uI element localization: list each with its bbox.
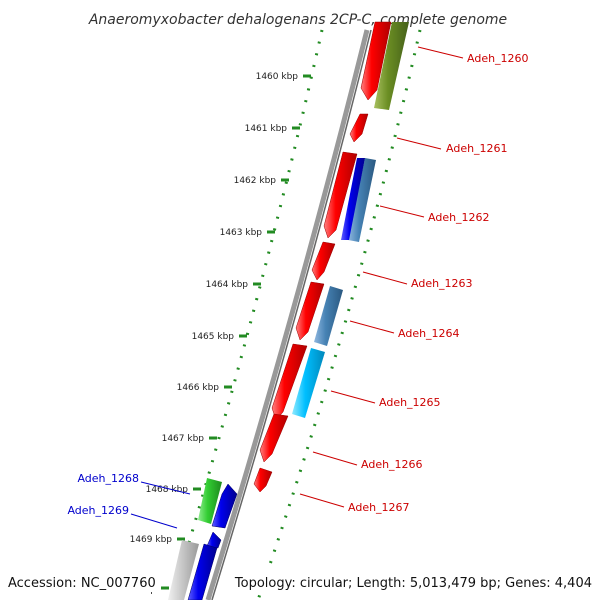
tick-1460: 1460 kbp: [256, 72, 311, 82]
tick-label: 1461 kbp: [245, 124, 288, 134]
footer: Accession: NC_007760 Topology: circular;…: [0, 570, 600, 592]
genome-backbone-shadow: [211, 29, 372, 600]
map-title: Anaeromyxobacter dehalogenans 2CP-C, com…: [88, 12, 507, 28]
cog-bar-gray-1269: [168, 540, 199, 600]
tick-ring-dotted: [170, 29, 324, 600]
tick-label: 1464 kbp: [206, 280, 249, 290]
outer-ring-dotted: [256, 29, 422, 600]
leader-lines-forward: [299, 46, 464, 508]
gene-label[interactable]: Adeh_1263: [411, 277, 473, 290]
gene-label[interactable]: Adeh_1261: [446, 142, 508, 155]
genome-backbone: [205, 29, 370, 600]
tick-label: 1467 kbp: [162, 434, 205, 444]
cog-bar-skyblue-1265: [292, 348, 325, 418]
gene-arrow-adeh-1268[interactable]: [211, 483, 238, 529]
gene-label[interactable]: Adeh_1265: [379, 396, 441, 409]
gene-arrow-adeh-1263[interactable]: [311, 241, 336, 281]
gene-labels-reverse: Adeh_1268 Adeh_1269: [67, 472, 139, 517]
gene-arrow-adeh-1267[interactable]: [253, 467, 273, 493]
gene-arrow-adeh-1269-a[interactable]: [206, 531, 222, 549]
accession-text: Accession: NC_007760: [8, 576, 156, 591]
genome-info-text: Topology: circular; Length: 5,013,479 bp…: [234, 576, 592, 591]
tick-label: 1462 kbp: [234, 176, 277, 186]
cog-bars: [292, 22, 409, 418]
forward-genes: [253, 21, 392, 493]
cog-bar-blue-1262: [341, 158, 365, 240]
tick-1468: 1468 kbp: [146, 485, 201, 495]
tick-1465: 1465 kbp: [192, 332, 247, 342]
tick-1469: 1469 kbp: [130, 535, 185, 545]
tick-1462: 1462 kbp: [234, 176, 289, 186]
tick-1467: 1467 kbp: [162, 434, 217, 444]
gene-arrow-adeh-1269[interactable]: [187, 543, 218, 600]
tick-1466: 1466 kbp: [177, 383, 232, 393]
tick-label: 1465 kbp: [192, 332, 235, 342]
gene-arrow-adeh-1264[interactable]: [295, 281, 325, 341]
leader-lines-reverse: [130, 481, 191, 529]
tick-label: 1468 kbp: [146, 485, 189, 495]
gene-label[interactable]: Adeh_1266: [361, 458, 423, 471]
cog-bar-steelblue-1264: [314, 286, 343, 346]
tick-label: 1463 kbp: [220, 228, 263, 238]
reverse-genes: [168, 478, 238, 600]
cog-bar-green-1268: [198, 478, 222, 524]
gene-label[interactable]: Adeh_1267: [348, 501, 410, 514]
cog-bar-steelblue-1262: [348, 158, 376, 242]
tick-label: 1466 kbp: [177, 383, 220, 393]
tick-1463: 1463 kbp: [220, 228, 275, 238]
cog-bar-olive: [374, 22, 409, 110]
tick-1461: 1461 kbp: [245, 124, 300, 134]
gene-label[interactable]: Adeh_1264: [398, 327, 460, 340]
gene-label[interactable]: Adeh_1269: [67, 504, 129, 517]
gene-arrow-adeh-1261[interactable]: [349, 113, 369, 143]
gene-arrow-adeh-1260[interactable]: [360, 21, 392, 101]
gene-arrow-adeh-1266[interactable]: [259, 413, 289, 463]
gene-label[interactable]: Adeh_1268: [77, 472, 139, 485]
gene-labels-forward: Adeh_1260 Adeh_1261 Adeh_1262 Adeh_1263 …: [348, 52, 529, 514]
tick-label: 1460 kbp: [256, 72, 299, 82]
gene-label[interactable]: Adeh_1262: [428, 211, 490, 224]
tick-label: 1469 kbp: [130, 535, 173, 545]
tick-1464: 1464 kbp: [206, 280, 261, 290]
gene-arrow-adeh-1262[interactable]: [323, 151, 358, 239]
gene-label[interactable]: Adeh_1260: [467, 52, 529, 65]
